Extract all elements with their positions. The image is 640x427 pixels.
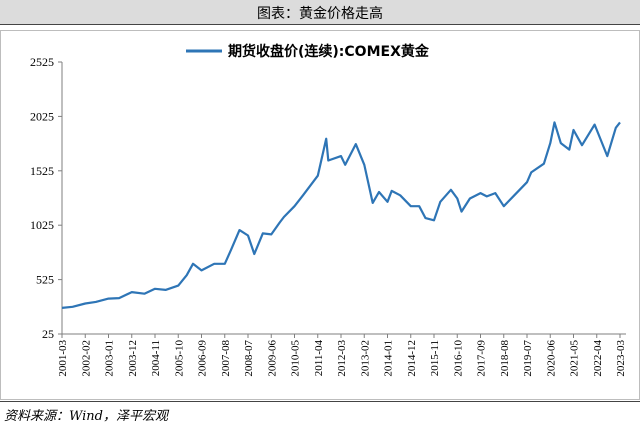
x-tick-label: 2004-11: [150, 340, 162, 376]
legend-label: 期货收盘价(连续):COMEX黄金: [228, 43, 430, 60]
x-tick-label: 2009-06: [266, 340, 278, 377]
x-tick-label: 2019-07: [522, 340, 534, 377]
x-tick-label: 2002-02: [80, 340, 92, 377]
x-tick-label: 2020-06: [545, 340, 557, 377]
x-tick-label: 2015-11: [429, 340, 441, 376]
x-tick-label: 2005-10: [173, 340, 185, 377]
x-tick-label: 2021-05: [569, 340, 581, 377]
y-tick-label: 525: [36, 273, 54, 287]
x-tick-label: 2023-03: [615, 340, 627, 377]
x-tick-label: 2001-03: [57, 340, 69, 377]
x-tick-label: 2017-09: [476, 340, 488, 377]
header-rule: [0, 24, 640, 25]
x-tick-label: 2012-03: [336, 340, 348, 377]
x-tick-label: 2007-08: [220, 340, 232, 377]
source-note: 资料来源：Wind，泽平宏观: [4, 409, 168, 424]
x-tick-label: 2013-02: [359, 340, 371, 377]
x-tick-label: 2016-10: [452, 340, 464, 377]
x-tick-label: 2003-12: [127, 340, 139, 377]
gold-price-chart: 25 525 1025 1525 2025 2525 2001-03 2002-02 2003-…: [30, 43, 627, 377]
x-tick-label: 2008-07: [243, 340, 255, 377]
x-tick-label: 2003-01: [104, 340, 116, 377]
chart-title: 图表：黄金价格走高: [257, 6, 383, 22]
chart-header: 图表：黄金价格走高: [0, 0, 640, 24]
x-tick-label: 2006-09: [197, 340, 209, 377]
y-tick-label: 1025: [30, 218, 54, 232]
x-tick-label: 2010-05: [290, 340, 302, 377]
series-line: [61, 121, 621, 309]
x-tick-label: 2014-01: [383, 340, 395, 377]
y-tick-label: 2025: [30, 109, 54, 123]
y-tick-label: 1525: [30, 164, 54, 178]
footer-rule: [0, 401, 640, 402]
x-tick-label: 2018-08: [499, 340, 511, 377]
x-tick-label: 2022-04: [592, 340, 604, 377]
x-tick-label: 2011-04: [313, 340, 325, 377]
x-tick-label: 2014-12: [406, 340, 418, 377]
y-tick-label: 2525: [30, 55, 54, 69]
y-tick-label: 25: [42, 327, 54, 341]
